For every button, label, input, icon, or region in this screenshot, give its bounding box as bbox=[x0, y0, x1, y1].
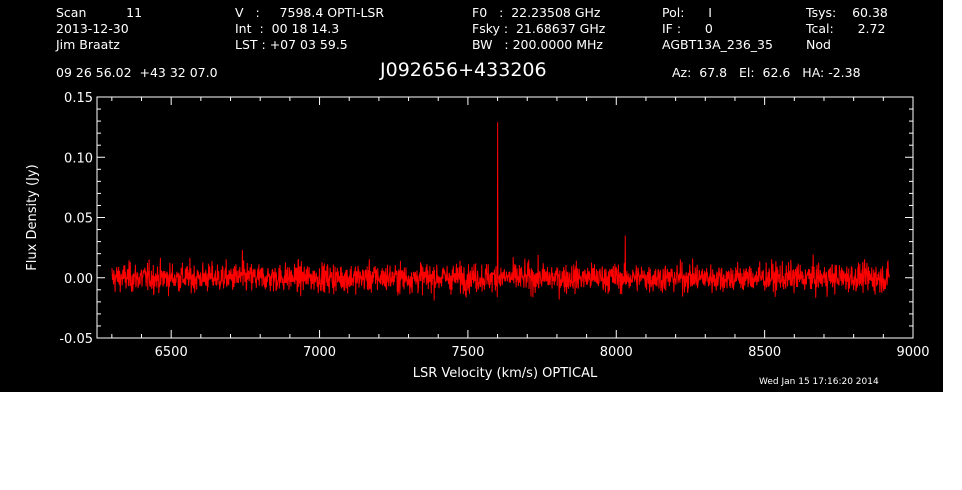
y-tick-label: 0.05 bbox=[64, 212, 93, 227]
y-tick-label: 0.00 bbox=[64, 272, 93, 287]
header-coordinates: 09 26 56.02 +43 32 07.0 bbox=[56, 65, 218, 80]
x-tick-label: 7000 bbox=[303, 345, 336, 360]
header-tsys: Tsys: 60.38 bbox=[806, 5, 888, 20]
header-f0: F0 : 22.23508 GHz bbox=[472, 5, 601, 20]
header-tcal: Tcal: 2.72 bbox=[806, 21, 886, 36]
header-fsky: Fsky : 21.68637 GHz bbox=[472, 21, 606, 36]
header-scan: Scan 11 bbox=[56, 5, 143, 20]
spectrum-panel: Scan 11 2013-12-30 Jim Braatz V : 7598.4… bbox=[0, 0, 943, 392]
plot-frame bbox=[96, 96, 914, 339]
header-integration: Int : 00 18 14.3 bbox=[235, 21, 340, 36]
x-tick-label: 8000 bbox=[600, 345, 633, 360]
header-velocity: V : 7598.4 OPTI-LSR bbox=[235, 5, 385, 20]
spectrum-series-line bbox=[111, 122, 890, 301]
header-observer: Jim Braatz bbox=[56, 37, 120, 52]
y-axis-label: Flux Density (Jy) bbox=[25, 164, 40, 270]
header-pol: Pol: I bbox=[662, 5, 712, 20]
header-procedure: Nod bbox=[806, 37, 831, 52]
timestamp: Wed Jan 15 17:16:20 2014 bbox=[759, 377, 879, 387]
source-name: J092656+433206 bbox=[380, 59, 547, 81]
x-tick-label: 8500 bbox=[748, 345, 781, 360]
y-tick-label: 0.10 bbox=[64, 151, 93, 166]
header-project: AGBT13A_236_35 bbox=[662, 37, 773, 52]
header-if: IF : 0 bbox=[662, 21, 713, 36]
header-date: 2013-12-30 bbox=[56, 21, 129, 36]
header-lst: LST : +07 03 59.5 bbox=[235, 37, 348, 52]
header-bw: BW : 200.0000 MHz bbox=[472, 37, 603, 52]
spectrum-plot: 6500 7000 7500 8000 8500 9000 -0.05 0.00 0.05 0.1… bbox=[25, 91, 930, 381]
x-tick-label: 6500 bbox=[155, 345, 188, 360]
header-pointing: Az: 67.8 El: 62.6 HA: -2.38 bbox=[672, 65, 861, 80]
y-tick-label: -0.05 bbox=[59, 332, 93, 347]
x-axis-label: LSR Velocity (km/s) OPTICAL bbox=[413, 366, 598, 381]
y-tick-label: 0.15 bbox=[64, 91, 93, 106]
x-tick-label: 9000 bbox=[896, 345, 929, 360]
x-tick-label: 7500 bbox=[451, 345, 484, 360]
